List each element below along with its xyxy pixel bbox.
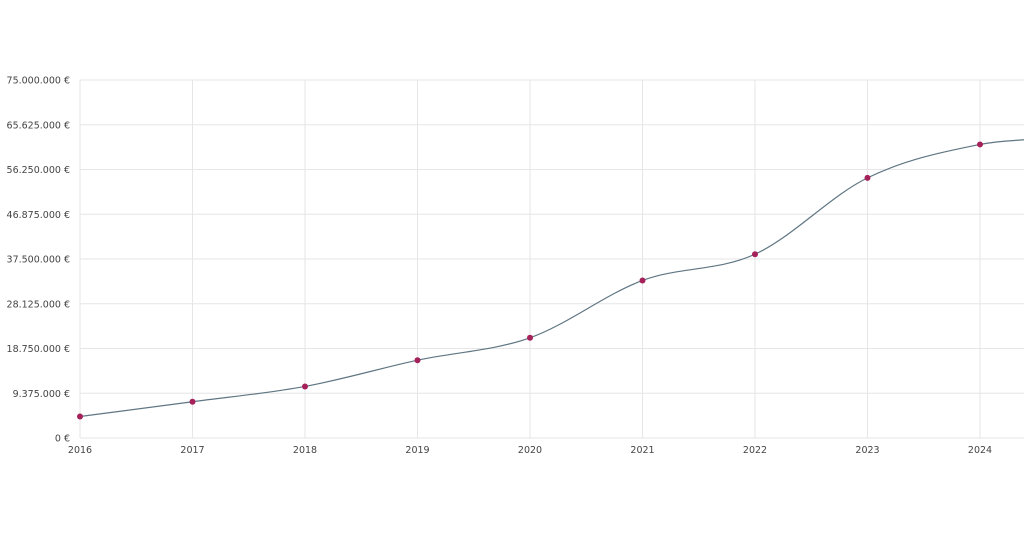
series-group [77,139,1024,420]
y-tick-label: 56.250.000 € [7,165,70,176]
x-tick-label: 2016 [68,445,92,456]
x-tick-label: 2020 [518,445,542,456]
y-axis: 0 € 9.375.000 € 18.750.000 € 28.125.000 € 37… [7,76,70,445]
y-tick-label: 0 € [55,434,70,445]
data-point[interactable] [527,334,533,341]
y-tick-label: 75.000.000 € [7,76,70,87]
y-tick-label: 9.375.000 € [13,389,70,400]
x-axis: 2016 2017 2018 2019 2020 2021 2022 2023 2024 [68,445,992,456]
data-point[interactable] [977,141,983,148]
x-tick-label: 2018 [293,445,317,456]
series-line [79,139,1024,418]
data-point[interactable] [302,383,308,390]
y-tick-label: 28.125.000 € [7,299,70,310]
x-tick-label: 2017 [180,445,204,456]
x-tick-label: 2023 [855,445,879,456]
x-tick-label: 2019 [405,445,429,456]
y-tick-label: 37.500.000 € [7,255,70,266]
x-tick-label: 2021 [630,445,654,456]
y-tick-label: 65.625.000 € [7,120,70,131]
data-point[interactable] [189,398,196,405]
y-tick-label: 46.875.000 € [7,210,70,221]
data-point[interactable] [414,357,421,364]
data-point[interactable] [77,413,83,420]
y-tick-label: 18.750.000 € [7,344,70,355]
grid [79,79,1024,439]
data-point[interactable] [864,174,871,181]
x-tick-label: 2024 [968,445,992,456]
data-point[interactable] [752,251,758,258]
data-point[interactable] [639,277,646,284]
x-tick-label: 2022 [743,445,767,456]
